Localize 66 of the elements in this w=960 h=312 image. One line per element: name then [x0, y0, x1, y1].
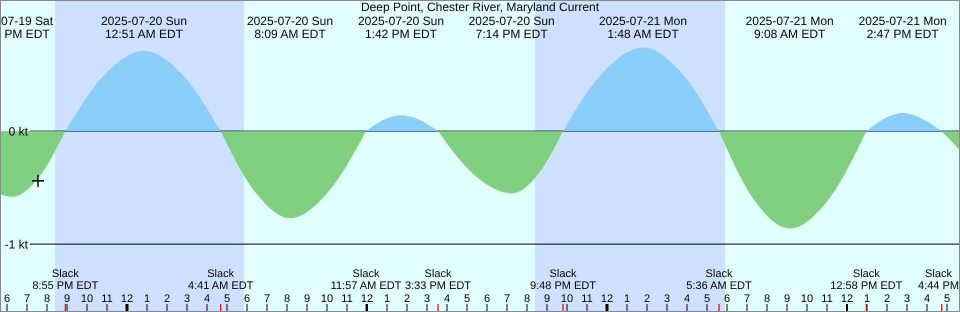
x-tick-label: 10 [800, 293, 814, 305]
annotation: 2025-07-20 Sun 12:51 AM EDT [100, 14, 188, 41]
annotation: 2025-07-21 Mon 2:47 PM EDT [858, 14, 947, 41]
annotation: Slack 5:36 AM EDT [686, 268, 752, 292]
x-tick-label: 2 [164, 293, 170, 305]
x-tick-label: 1 [624, 293, 630, 305]
x-tick-label: 11 [341, 293, 353, 305]
annotation: 07-19 Sat PM EDT [1, 14, 54, 41]
x-tick-label: 9 [304, 293, 310, 305]
annotation: Slack 9:48 PM EDT [530, 268, 596, 292]
y-tick-label: -1 kt [4, 237, 29, 252]
x-tick-label: 1 [384, 293, 390, 305]
x-tick-label: 4 [204, 293, 210, 305]
annotation: 2025-07-20 Sun 1:42 PM EDT [358, 14, 444, 41]
x-tick-label: 4 [924, 293, 930, 305]
x-tick-label: 2 [644, 293, 650, 305]
x-tick-label: 5 [704, 293, 710, 305]
x-tick-label: 1 [144, 293, 150, 305]
x-tick-label: 7 [24, 293, 30, 305]
x-tick-label: 10 [320, 293, 334, 305]
x-tick-label: 6 [484, 293, 490, 305]
x-tick-label: 12 [840, 293, 854, 305]
x-tick-label: 8 [284, 293, 290, 305]
annotation: Slack 11:57 AM EDT [330, 268, 402, 292]
x-tick-label: 4 [444, 293, 450, 305]
x-tick-label: 9 [544, 293, 550, 305]
annotation: Slack 12:58 PM EDT [830, 268, 903, 292]
annotation: Slack 4:44 PM [918, 268, 959, 292]
x-tick-label: 6 [724, 293, 730, 305]
x-tick-label: 9 [784, 293, 790, 305]
x-tick-label: 12 [120, 293, 134, 305]
x-tick-label: 5 [224, 293, 230, 305]
x-tick-label: 1 [864, 293, 870, 305]
x-tick-label: 9 [64, 293, 70, 305]
x-tick-label: 6 [4, 293, 10, 305]
annotation: Slack 8:55 PM EDT [32, 268, 99, 292]
x-tick-label: 11 [101, 293, 113, 305]
x-tick-label: 7 [264, 293, 270, 305]
x-tick-label: 11 [581, 293, 593, 305]
x-tick-label: 4 [684, 293, 690, 305]
x-tick-label: 7 [744, 293, 750, 305]
x-tick-label: 3 [904, 293, 910, 305]
annotation: 2025-07-21 Mon 1:48 AM EDT [598, 14, 688, 41]
x-tick-label: 12 [360, 293, 374, 305]
x-tick-label: 10 [80, 293, 94, 305]
x-tick-label: 6 [244, 293, 250, 305]
x-tick-label: 12 [600, 293, 614, 305]
x-tick-label: 3 [424, 293, 430, 305]
annotation: Slack 3:33 PM EDT [404, 268, 472, 292]
chart-title: Deep Point, Chester River, Maryland Current [360, 0, 600, 14]
x-tick-label: 3 [664, 293, 670, 305]
x-tick-label: 11 [821, 293, 833, 305]
annotation: 2025-07-20 Sun 8:09 AM EDT [246, 14, 334, 41]
x-tick-label: 8 [524, 293, 530, 305]
annotation: 2025-07-21 Mon 9:08 AM EDT [746, 14, 834, 41]
annotation: Slack 4:41 AM EDT [188, 268, 254, 292]
x-tick-label: 8 [44, 293, 50, 305]
annotation: 2025-07-20 Sun 7:14 PM EDT [468, 14, 555, 41]
x-tick-label: 2 [884, 293, 890, 305]
x-tick-label: 8 [764, 293, 770, 305]
x-tick-label: 10 [560, 293, 574, 305]
x-tick-label: 2 [404, 293, 410, 305]
x-tick-label: 3 [184, 293, 190, 305]
x-tick-label: 7 [504, 293, 510, 305]
x-tick-label: 5 [944, 293, 950, 305]
x-tick-label: 5 [464, 293, 470, 305]
